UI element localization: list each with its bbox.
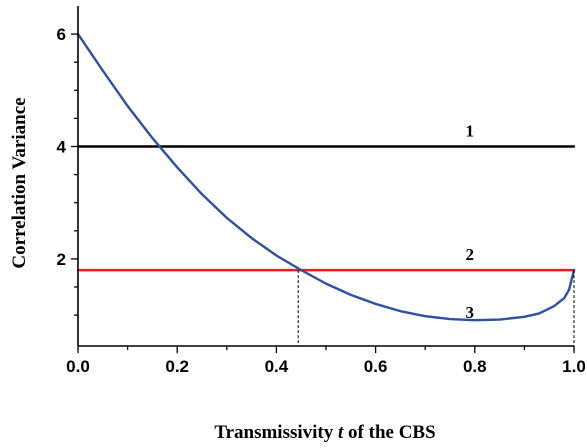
- x-tick-label: 1.0: [562, 357, 586, 376]
- x-tick-label: 0.6: [364, 357, 388, 376]
- labels: 1 2 3: [466, 121, 475, 322]
- series-label-1: 1: [466, 121, 475, 140]
- y-tick-label: 4: [57, 138, 67, 157]
- x-axis-title: Transmissivity t of the CBS: [214, 422, 435, 443]
- series-label-3: 3: [466, 303, 475, 322]
- y-tick-label: 6: [57, 25, 66, 44]
- x-tick-label: 0.8: [463, 357, 487, 376]
- x-tick-label: 0.2: [165, 357, 189, 376]
- y-axis-title: Correlation Variance: [9, 97, 30, 268]
- y-tick-label: 2: [57, 250, 66, 269]
- axes: 0.0 0.2 0.4 0.6 0.8 1.0 2 4 6: [57, 6, 586, 376]
- series-label-2: 2: [466, 245, 475, 264]
- series-line-3: [76, 32, 576, 322]
- x-tick-label: 0.0: [66, 357, 90, 376]
- annotation-layer: [297, 270, 575, 346]
- series-layer: [76, 32, 576, 322]
- x-tick-label: 0.4: [265, 357, 289, 376]
